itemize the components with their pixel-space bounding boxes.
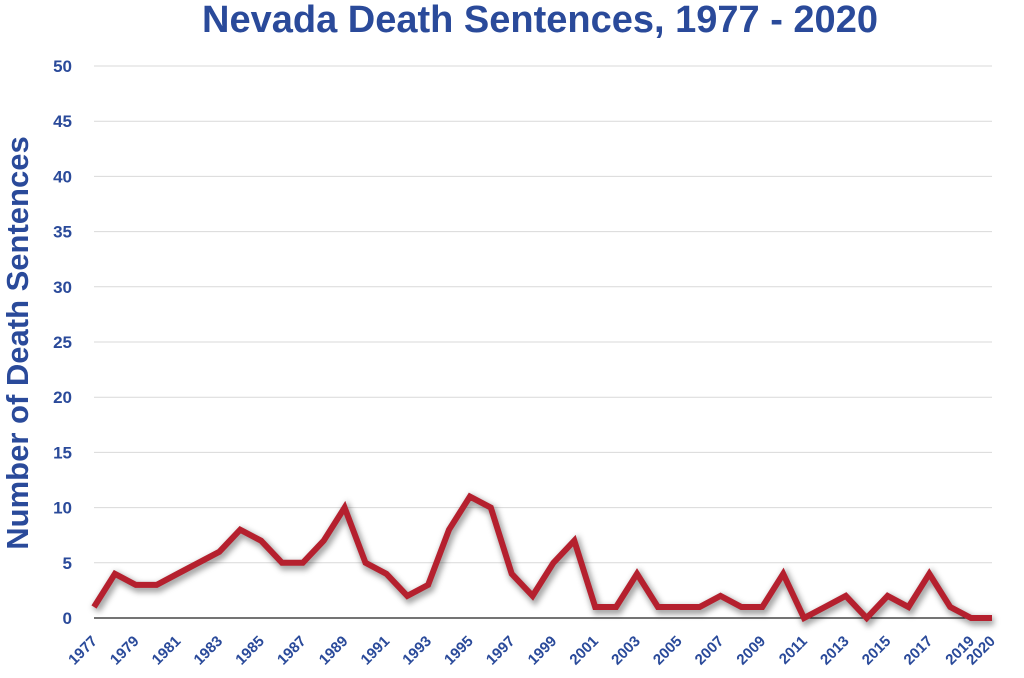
x-tick-label: 1993 — [399, 633, 435, 669]
series-line-shadow — [92, 493, 994, 628]
x-tick-label: 1981 — [149, 633, 185, 669]
series-line — [91, 492, 992, 623]
chart-title: Nevada Death Sentences, 1977 - 2020 — [202, 0, 878, 41]
y-tick-label: 45 — [53, 112, 72, 131]
y-tick-label: 15 — [53, 443, 72, 462]
x-tick-label: 1991 — [358, 633, 394, 669]
x-tick-label: 2003 — [608, 633, 644, 669]
y-tick-label: 25 — [53, 333, 72, 352]
y-tick-label: 5 — [63, 554, 72, 573]
x-tick-label: 2013 — [817, 633, 853, 669]
x-tick-label: 1977 — [65, 633, 101, 669]
x-tick-label: 2009 — [733, 633, 769, 669]
x-tick-label: 1999 — [525, 633, 561, 669]
y-tick-label: 20 — [53, 388, 72, 407]
y-tick-label: 50 — [53, 57, 72, 76]
x-tick-label: 1995 — [441, 633, 477, 669]
series-group — [91, 492, 994, 628]
x-tick-label: 2005 — [650, 633, 686, 669]
x-tick-label: 1997 — [483, 633, 519, 669]
x-tick-label: 2015 — [859, 633, 895, 669]
y-axis-ticks: 0 5 10 15 20 25 30 35 40 45 50 — [53, 57, 72, 628]
y-tick-label: 35 — [53, 223, 72, 242]
y-axis-label: Number of Death Sentences — [0, 136, 35, 549]
x-tick-label: 2017 — [901, 633, 937, 669]
x-tick-label: 1979 — [107, 633, 143, 669]
x-tick-label: 2001 — [566, 633, 602, 669]
x-tick-label: 2011 — [776, 633, 811, 668]
y-tick-label: 10 — [53, 499, 72, 518]
x-tick-label: 1987 — [274, 633, 310, 669]
x-tick-label: 1985 — [232, 633, 268, 669]
x-tick-label: 1989 — [316, 633, 352, 669]
x-axis-ticks: 1977 1979 1981 1983 1985 1987 1989 1991 1993 1995… — [65, 633, 999, 669]
gridlines — [94, 65, 992, 564]
x-tick-label: 1983 — [191, 633, 227, 669]
y-tick-label: 0 — [63, 609, 72, 628]
y-tick-label: 40 — [53, 167, 72, 186]
y-tick-label: 30 — [53, 278, 72, 297]
x-tick-label: 2007 — [692, 633, 728, 669]
